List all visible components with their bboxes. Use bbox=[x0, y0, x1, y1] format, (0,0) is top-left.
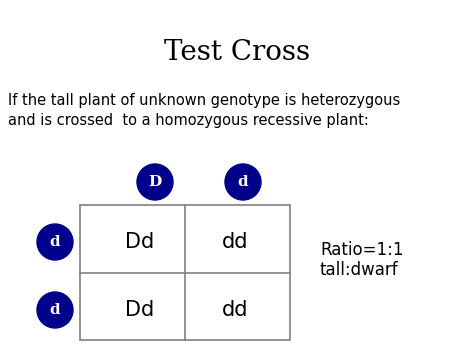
Circle shape bbox=[37, 224, 73, 260]
Text: tall:dwarf: tall:dwarf bbox=[320, 261, 399, 279]
Text: Test Cross: Test Cross bbox=[164, 38, 310, 66]
Text: Dd: Dd bbox=[126, 300, 155, 320]
Text: and is crossed  to a homozygous recessive plant:: and is crossed to a homozygous recessive… bbox=[8, 113, 369, 127]
Bar bbox=[80, 205, 290, 340]
Text: Dd: Dd bbox=[126, 232, 155, 252]
Circle shape bbox=[37, 292, 73, 328]
Circle shape bbox=[137, 164, 173, 200]
Text: d: d bbox=[50, 303, 60, 317]
Text: d: d bbox=[50, 235, 60, 249]
Text: Ratio=1:1: Ratio=1:1 bbox=[320, 241, 403, 259]
Circle shape bbox=[225, 164, 261, 200]
Text: d: d bbox=[237, 175, 248, 189]
Text: dd: dd bbox=[222, 232, 248, 252]
Text: dd: dd bbox=[222, 300, 248, 320]
Text: D: D bbox=[148, 175, 162, 189]
Text: If the tall plant of unknown genotype is heterozygous: If the tall plant of unknown genotype is… bbox=[8, 93, 400, 108]
